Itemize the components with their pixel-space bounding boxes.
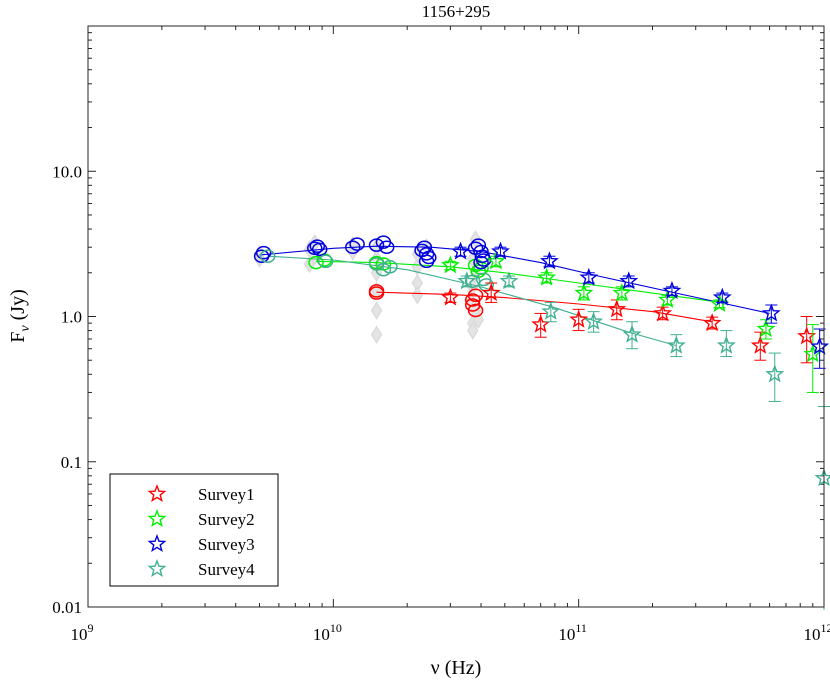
star-point-survey3: [619, 271, 639, 290]
circle-point-survey1: [467, 303, 484, 318]
star-point-survey3: [810, 336, 830, 355]
star-point-survey4: [499, 271, 519, 290]
y-axis-label-main: F: [7, 332, 29, 343]
star-point-survey2: [486, 251, 506, 270]
x-tick-exponent: 9: [88, 621, 94, 635]
star-point-survey3: [490, 241, 510, 260]
y-tick-label: 10.0: [52, 162, 82, 181]
legend-marker-survey3: [147, 534, 167, 553]
y-axis-label: Fν (Jy): [7, 289, 33, 342]
circle-point-survey4: [259, 249, 276, 263]
circle-point-survey4: [317, 254, 334, 269]
y-tick-label: 0.1: [61, 453, 82, 472]
star-point-survey3: [712, 287, 732, 306]
star-point-survey2: [574, 283, 594, 302]
circle-point-survey4: [382, 260, 398, 274]
circle-point-survey3: [418, 254, 435, 269]
archival-marker: [370, 325, 383, 344]
circle-point-survey2: [308, 255, 324, 270]
legend-box: [109, 473, 279, 587]
circle-point-survey3: [378, 240, 395, 254]
plot-frame: [87, 25, 825, 608]
star-point-survey1: [702, 313, 722, 332]
star-point-survey3: [451, 241, 471, 260]
star-point-survey4: [457, 271, 477, 290]
x-tick-label: 1011: [558, 621, 587, 644]
y-axis-label-rest: (Jy): [7, 289, 29, 325]
y-axis-label-sub: ν: [18, 325, 33, 332]
star-point-survey2: [710, 293, 729, 313]
star-point-survey3: [539, 251, 559, 270]
legend-label-survey1: Survey1: [198, 485, 255, 504]
star-point-survey2: [440, 255, 460, 274]
circle-point-survey3: [473, 255, 489, 270]
x-tick-base: 10: [71, 625, 88, 644]
x-axis-label: ν (Hz): [431, 657, 482, 679]
legend: Survey1 Survey2 Survey3 Survey4: [109, 473, 279, 587]
x-tick-base: 10: [313, 625, 330, 644]
star-point-survey2: [657, 289, 677, 309]
legend-label-survey3: Survey3: [198, 535, 255, 554]
star-point-survey1: [440, 287, 460, 306]
legend-marker-survey2: [147, 509, 167, 528]
star-point-survey4: [716, 335, 736, 354]
star-point-survey1: [750, 335, 770, 354]
star-point-survey3: [761, 303, 781, 322]
star-point-survey4: [666, 335, 686, 354]
x-tick-exponent: 10: [330, 621, 342, 635]
archival-marker: [411, 286, 424, 305]
x-tick-label: 1010: [313, 621, 342, 644]
archival-marker: [467, 321, 479, 340]
star-point-survey2: [803, 344, 823, 363]
axis-ticks-layer: [87, 26, 824, 608]
star-point-survey2: [756, 319, 776, 338]
chart-title: 1156+295: [422, 2, 490, 21]
star-point-survey4: [541, 301, 561, 320]
star-point-survey1: [607, 299, 627, 318]
circle-point-survey3: [311, 242, 328, 257]
archival-marker: [370, 301, 383, 320]
star-point-survey4: [622, 324, 642, 343]
legend-label-survey4: Survey4: [198, 560, 255, 579]
circle-point-survey3: [345, 240, 361, 254]
star-point-survey3: [662, 280, 682, 299]
x-tick-label: 1012: [804, 621, 830, 644]
x-tick-exponent: 11: [575, 621, 587, 635]
circle-point-survey3: [349, 237, 365, 251]
star-point-survey4: [765, 364, 785, 383]
circle-point-survey3: [473, 244, 489, 259]
y-tick-label: 0.01: [52, 598, 82, 617]
y-tick-label: 1.0: [61, 308, 82, 327]
circle-point-survey1: [467, 288, 484, 303]
star-point-survey2: [612, 283, 632, 302]
star-point-survey1: [569, 309, 589, 328]
star-point-survey3: [579, 267, 599, 286]
star-point-survey1: [481, 283, 501, 302]
x-tick-exponent: 12: [821, 621, 830, 635]
legend-marker-survey4: [147, 559, 167, 578]
x-tick-label: 109: [71, 621, 94, 644]
circle-point-survey3: [309, 239, 326, 253]
x-tick-base: 10: [804, 625, 821, 644]
circle-point-survey3: [255, 245, 272, 260]
legend-marker-survey1: [147, 484, 167, 503]
star-point-survey1: [653, 303, 673, 322]
star-point-survey4: [584, 311, 604, 330]
x-tick-base: 10: [558, 625, 575, 644]
star-point-survey2: [537, 267, 557, 286]
legend-label-survey2: Survey2: [198, 510, 255, 529]
circle-point-survey1: [368, 286, 385, 300]
data-layer: [253, 230, 830, 610]
